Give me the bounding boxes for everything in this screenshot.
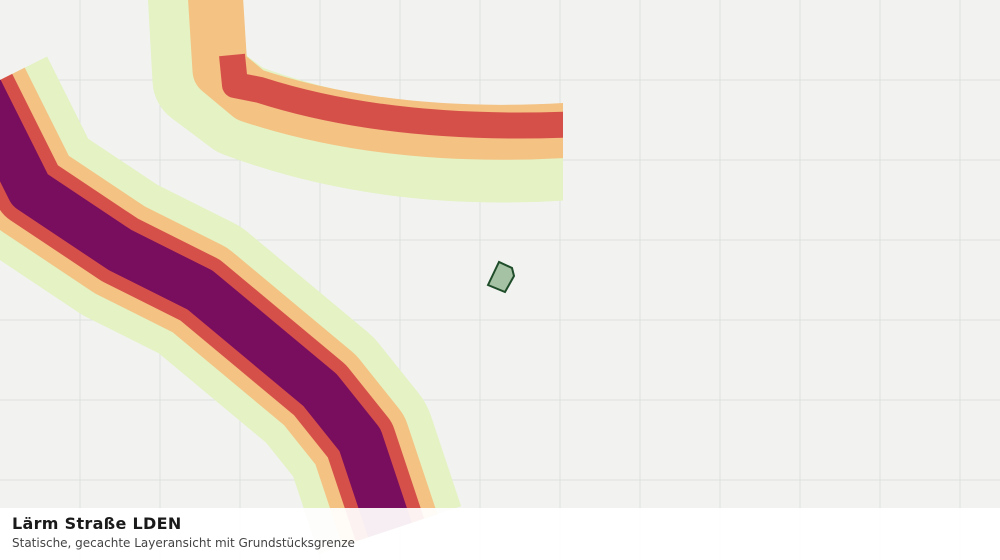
noise-band-top — [147, 0, 563, 203]
caption-panel: Lärm Straße LDEN Statische, gecachte Lay… — [0, 508, 1000, 560]
layer-subtitle: Statische, gecachte Layeransicht mit Gru… — [12, 536, 355, 550]
noise-band-diagonal — [0, 56, 462, 554]
parcel-boundary — [486, 260, 516, 294]
layer-title: Lärm Straße LDEN — [12, 514, 182, 533]
